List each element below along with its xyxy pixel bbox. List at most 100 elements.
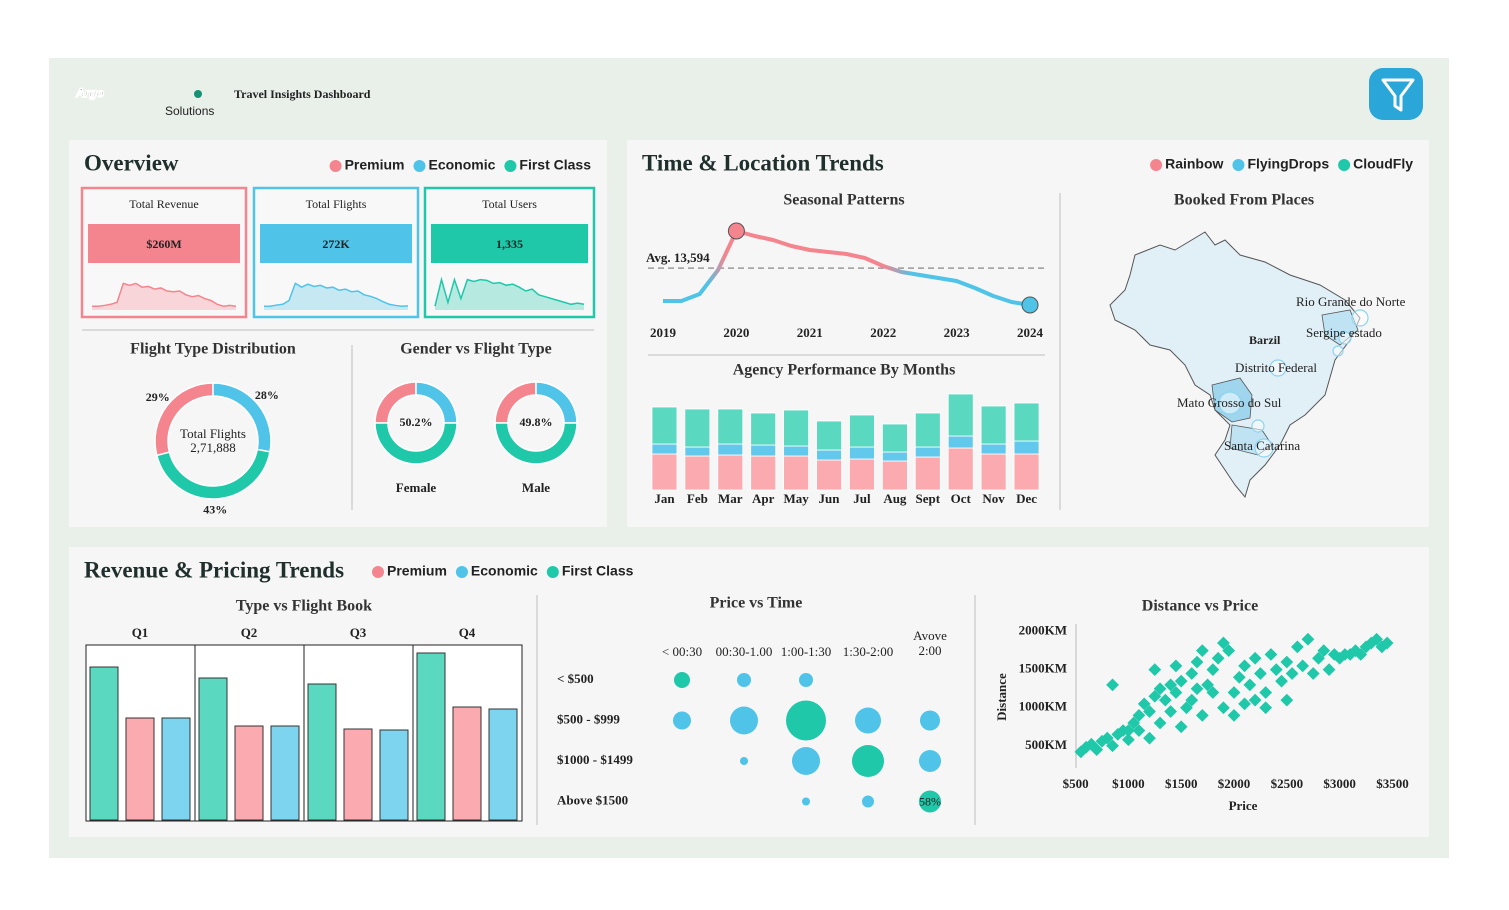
- bar-segment: [684, 408, 711, 448]
- chart-title: Agency Performance By Months: [733, 362, 956, 379]
- dashboard-title: Travel Insights Dashboard: [234, 87, 371, 101]
- legend-label: Premium: [387, 563, 447, 579]
- legend-swatch: [329, 160, 342, 172]
- chart-title: Flight Type Distribution: [130, 341, 296, 358]
- x-tick-label: $3500: [1376, 776, 1409, 791]
- legend-label: FlyingDrops: [1247, 156, 1329, 172]
- bar-segment: [684, 446, 711, 457]
- bar-segment: [816, 420, 842, 451]
- bubble: [919, 750, 941, 772]
- bar-segment: [1013, 440, 1040, 455]
- filter-icon[interactable]: [1381, 78, 1415, 112]
- bar-segment: [783, 445, 810, 457]
- map-bubble: [1351, 309, 1369, 327]
- map-bubble: [1338, 331, 1352, 345]
- filter-button[interactable]: [1369, 68, 1423, 120]
- logo: Argo: [75, 86, 104, 100]
- bar-segment: [947, 447, 974, 491]
- row-label: $1000 - $1499: [557, 752, 633, 767]
- bubble: [852, 745, 884, 777]
- legend-label: CloudFly: [1353, 156, 1413, 172]
- bubble-label: 58%: [919, 794, 941, 808]
- bar: [307, 683, 337, 821]
- panel-title: Time & Location Trends: [642, 150, 884, 175]
- y-axis-title: Distance: [994, 673, 1009, 721]
- x-tick-label: 2019: [650, 325, 677, 340]
- sparkline: [434, 276, 585, 307]
- sparkline-area: [435, 279, 584, 310]
- bar-segment: [717, 408, 744, 445]
- x-tick-label: Nov: [982, 491, 1005, 506]
- donut-label: 43%: [203, 503, 227, 517]
- end-marker: [1021, 296, 1039, 314]
- bar: [416, 652, 446, 821]
- x-tick-label: Apr: [752, 491, 775, 506]
- legend-label: First Class: [519, 157, 591, 173]
- bar-segment: [881, 451, 908, 462]
- x-tick-label: 2022: [870, 325, 896, 340]
- donut-center: 49.8%: [520, 415, 553, 429]
- x-axis-title: Price: [1229, 798, 1258, 813]
- column-label: 00:30-1.00: [716, 644, 773, 659]
- bar-segment: [816, 459, 842, 491]
- kpi-label: Total Revenue: [129, 197, 198, 211]
- bar-segment: [914, 412, 941, 448]
- average-label: Avg. 13,594: [646, 250, 710, 265]
- bar: [270, 725, 300, 821]
- kpi-value: 1,335: [496, 237, 523, 251]
- map-place: Sergipe estado: [1306, 325, 1382, 340]
- chart-title: Type vs Flight Book: [236, 598, 372, 615]
- bar-segment: [750, 444, 777, 457]
- x-tick-label: 2024: [1017, 325, 1044, 340]
- legend-swatch: [504, 160, 517, 172]
- line: [663, 229, 1031, 307]
- chart-title: Distance vs Price: [1142, 598, 1258, 615]
- bar-segment: [980, 443, 1007, 455]
- bar: [452, 706, 482, 821]
- legend-swatch: [1150, 159, 1163, 171]
- x-tick-label: Oct: [951, 491, 972, 506]
- logo-dot: [194, 90, 202, 98]
- chart-title: Price vs Time: [710, 595, 803, 612]
- bar-segment: [750, 455, 777, 491]
- legend-swatch: [1232, 159, 1245, 171]
- column-label-text: 1:30-2:00: [842, 644, 894, 659]
- column-label: < 00:30: [662, 644, 702, 659]
- bar: [161, 717, 191, 821]
- bubble: [673, 711, 691, 730]
- column-label: 1:30-2:00: [842, 644, 894, 659]
- bubble: [786, 700, 826, 741]
- kpi-value-bg: [260, 224, 412, 263]
- bubble: [855, 707, 881, 734]
- row-label: Above $1500: [557, 792, 628, 807]
- bar-segment: [783, 409, 810, 447]
- legend-swatch: [455, 566, 468, 578]
- bubble: [799, 673, 813, 687]
- map-country: [1109, 231, 1361, 499]
- donut-segment: [374, 422, 458, 465]
- bar-segment: [914, 456, 941, 491]
- legend-label: First Class: [562, 563, 634, 579]
- bar-segment: [684, 455, 711, 491]
- kpi-value: 272K: [322, 237, 350, 251]
- bar: [234, 725, 264, 821]
- y-tick-label: 1000KM: [1019, 699, 1067, 714]
- x-tick-label: Sept: [916, 491, 941, 506]
- x-tick-label: Jun: [819, 491, 841, 506]
- bar-segment: [717, 454, 744, 491]
- bar: [488, 708, 518, 821]
- x-tick-label: Mar: [718, 491, 743, 506]
- legend-label: Rainbow: [1165, 156, 1223, 172]
- filter-bg[interactable]: [1369, 68, 1423, 120]
- bar-segment: [849, 446, 875, 460]
- map-bubble: [1251, 419, 1265, 433]
- x-tick-label: Aug: [883, 491, 907, 506]
- bar-segment: [947, 435, 974, 449]
- peak-marker: [727, 222, 745, 240]
- sparkline-area: [92, 283, 236, 310]
- row-label: $500 - $999: [557, 711, 620, 726]
- bar-segment: [849, 458, 875, 491]
- bar-segment: [1013, 453, 1040, 491]
- x-tick-label: $2000: [1218, 776, 1251, 791]
